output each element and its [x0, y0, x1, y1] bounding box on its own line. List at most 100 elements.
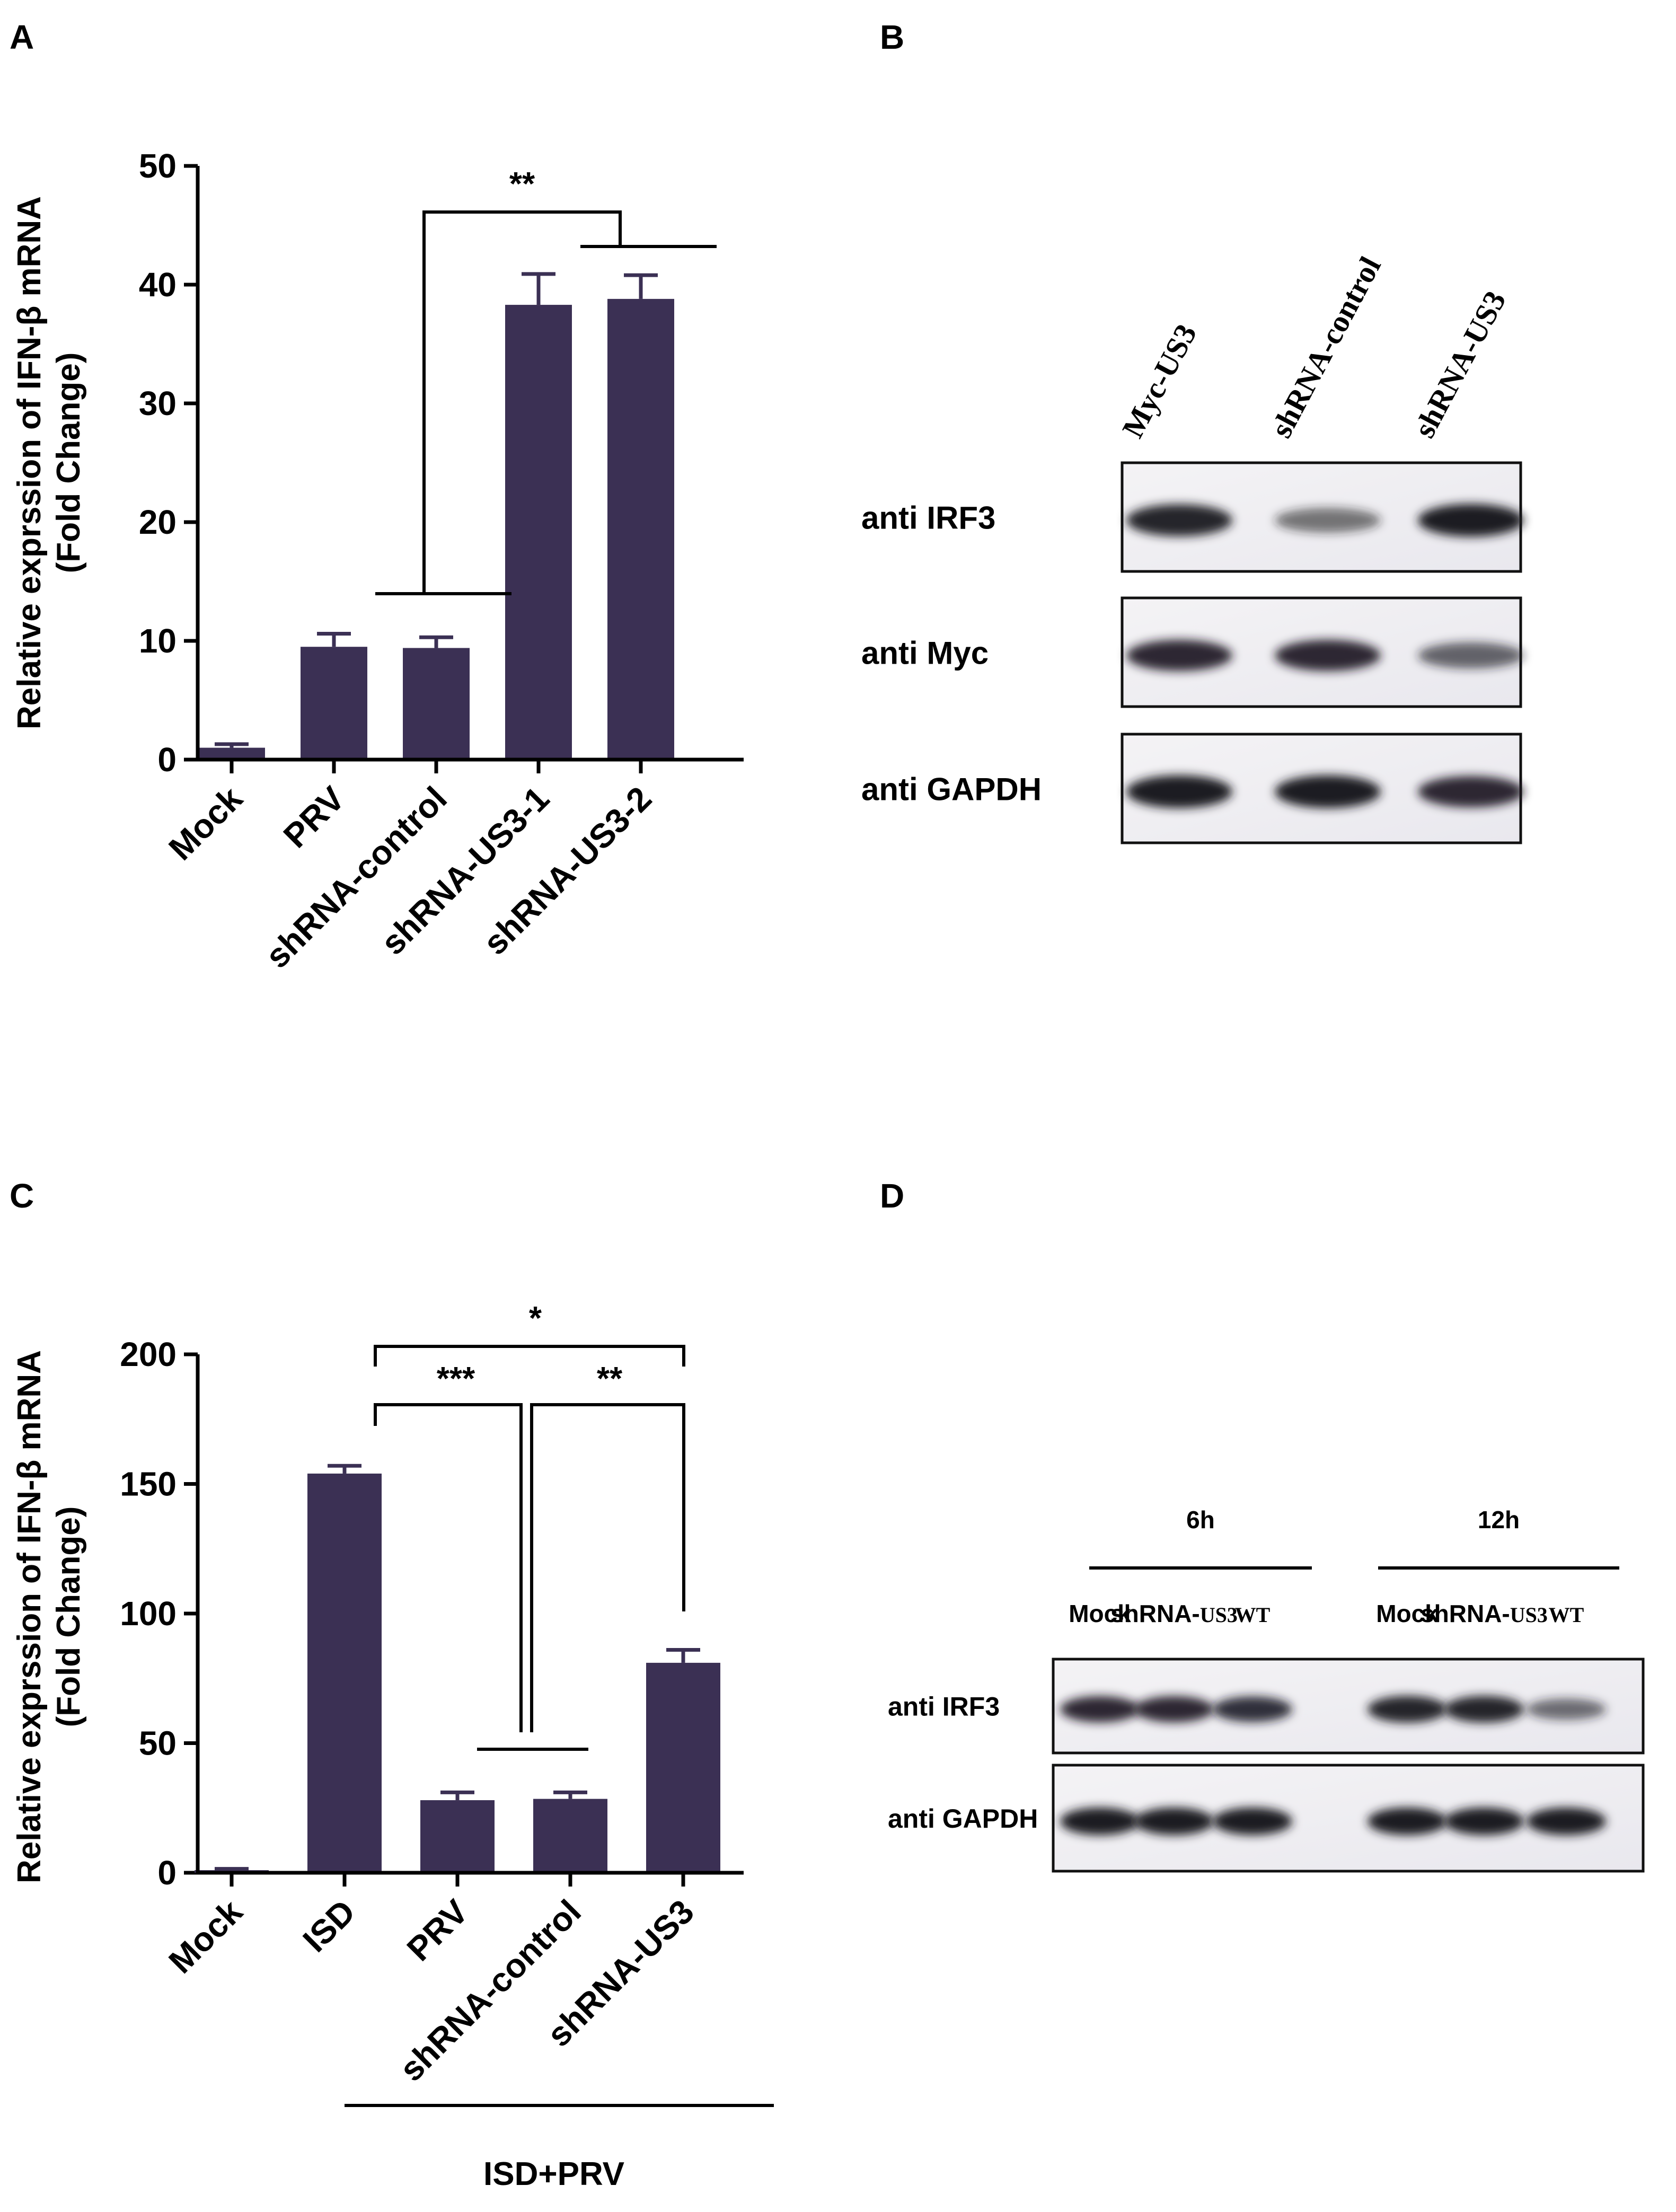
y-tick-label: 100: [120, 1594, 177, 1633]
group-label: ISD+PRV: [483, 2156, 624, 2192]
blot-strips: anti IRF3 anti GAPDH: [888, 1658, 1645, 1873]
lane-labels: Myc-US3 shRNA-control shRNA-US3: [1115, 251, 1513, 443]
bracket-line: [422, 210, 622, 594]
y-tick-label: 50: [139, 1724, 177, 1762]
protein-band: [1527, 1698, 1606, 1720]
protein-band: [1275, 639, 1381, 672]
significance-label-1: *: [529, 1300, 542, 1337]
protein-band: [1126, 639, 1232, 672]
x-tick-label: Mock: [161, 1892, 250, 1981]
protein-band: [1126, 775, 1232, 808]
bracket-prv-shrna-us3: [530, 1403, 685, 1732]
bracket-isd-prv: [374, 1403, 523, 1732]
protein-band: [1368, 1808, 1447, 1835]
y-tick-label: 0: [157, 741, 177, 779]
blot-label: anti Myc: [861, 636, 989, 671]
panel-letter-b: B: [880, 18, 904, 56]
x-tick-label: PRV: [400, 1892, 475, 1968]
blot-label: anti IRF3: [861, 500, 995, 536]
y-tick-label: 50: [139, 147, 177, 185]
lane-label-suffix: US3: [1200, 1603, 1238, 1627]
y-tick-label: 40: [139, 266, 177, 304]
lane-label: shRNA-US3: [1421, 1600, 1548, 1627]
blot-label: anti IRF3: [888, 1692, 1000, 1722]
panel-letter-a: A: [10, 18, 34, 56]
y-tick-label: 150: [120, 1465, 177, 1503]
blot-label: anti GAPDH: [861, 772, 1042, 807]
lane-label: Mock: [1069, 1600, 1131, 1627]
protein-band: [1444, 1808, 1524, 1835]
significance-brackets: * *** **: [374, 1300, 685, 1751]
y-axis-label-line-2: (Fold Change): [50, 1506, 87, 1728]
western-blot-b: Myc-US3 shRNA-control shRNA-US3 anti IRF3a…: [861, 251, 1524, 844]
protein-band: [1126, 504, 1232, 536]
blot-label: anti GAPDH: [888, 1804, 1038, 1834]
y-axis-label-line-1: Relative exprssion of IFN-β mRNA: [11, 1350, 48, 1883]
x-tick-label: shRNA-control: [258, 779, 454, 975]
bar-shrna-us3-1: [505, 305, 572, 760]
lane-label-suffix: WT: [1235, 1603, 1271, 1627]
lane-label-prefix: Mock: [1069, 1600, 1131, 1627]
lane-label-prefix: Mock: [1376, 1600, 1439, 1627]
bar-prv: [420, 1800, 495, 1873]
lane-label: shRNA-control: [1264, 251, 1388, 443]
y-tick-label: 30: [139, 384, 177, 422]
protein-band: [1418, 504, 1524, 537]
significance-label: **: [509, 166, 535, 202]
y-tick-label: 20: [139, 503, 177, 541]
x-tick-label: PRV: [276, 779, 352, 855]
protein-band: [1418, 775, 1524, 808]
bracket-isd-shrna-us3: [374, 1345, 685, 1367]
protein-band: [1213, 1808, 1292, 1835]
y-tick-label: 10: [139, 622, 177, 660]
protein-band: [1213, 1696, 1292, 1722]
bar-mock: [198, 747, 265, 760]
protein-band: [1368, 1696, 1447, 1723]
bar-prv: [301, 647, 367, 760]
y-tick-label: 200: [120, 1335, 177, 1373]
x-tick-label: Mock: [161, 779, 250, 868]
significance-label-3: **: [597, 1361, 623, 1397]
bar-isd: [307, 1473, 382, 1873]
lane-label-prefix: shRNA-: [1110, 1600, 1200, 1627]
bar-series: [195, 1464, 720, 1873]
protein-band: [1275, 775, 1381, 808]
significance-label-2: ***: [437, 1361, 475, 1397]
lane-label: WT: [1549, 1603, 1584, 1627]
lane-label: shRNA-US3: [1110, 1600, 1238, 1627]
lane-label-prefix: shRNA-: [1421, 1600, 1510, 1627]
y-axis-label-line-2: (Fold Change): [50, 352, 87, 574]
lane-label-suffix: WT: [1549, 1603, 1584, 1627]
lane-label: shRNA-US3: [1407, 285, 1513, 443]
y-axis-ticks: 0 50 100 150 200: [120, 1335, 198, 1892]
protein-band: [1444, 1696, 1524, 1723]
bar-shrna-control: [403, 648, 470, 760]
x-axis-labels: Mock PRVshRNA-controlshRNA-US3-1shRNA-US3…: [161, 760, 659, 975]
significance-bracket: **: [375, 166, 717, 595]
x-tick-label: ISD: [296, 1892, 363, 1959]
protein-band: [1527, 1808, 1606, 1835]
protein-band: [1275, 508, 1381, 533]
protein-band: [1418, 642, 1524, 669]
bar-shrna-us3-2: [607, 298, 674, 760]
protein-band: [1134, 1696, 1214, 1723]
bar-shrna-control: [533, 1799, 607, 1873]
protein-band: [1060, 1808, 1140, 1835]
y-axis-label-line-1: Relative exprssion of IFN-β mRNA: [11, 196, 48, 729]
lane-label: Mock: [1376, 1600, 1439, 1627]
blot-strips: anti IRF3 anti Myc anti GAPDH: [861, 461, 1524, 844]
lane-label: WT: [1235, 1603, 1271, 1627]
protein-band: [1060, 1696, 1140, 1723]
protein-band: [1134, 1808, 1214, 1835]
panel-letter-d: D: [880, 1177, 904, 1215]
y-axis-ticks: 0 10 20 30 40 50: [139, 147, 198, 779]
bar-series: [198, 272, 674, 760]
time-group-label: 6h: [1186, 1506, 1215, 1534]
panel-letter-c: C: [10, 1177, 34, 1215]
time-groups: 6h 12h: [1089, 1506, 1619, 1570]
